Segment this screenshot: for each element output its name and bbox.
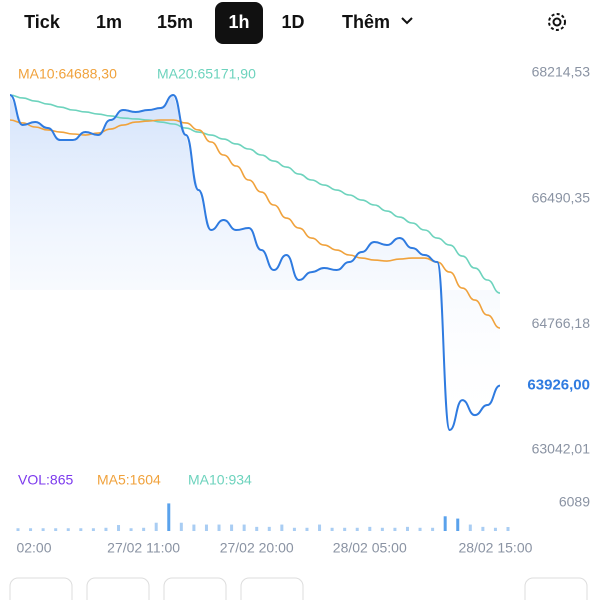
volume-bar [380,527,384,531]
volume-bar [318,524,322,531]
volume-bar [368,526,372,531]
volume-bar [418,527,422,531]
legend-entry: VOL:865 [18,472,73,488]
tool-button[interactable] [524,577,588,600]
volume-bar [230,524,234,531]
y-tick-label: 68214,53 [532,64,591,80]
volume-bar [343,527,347,531]
volume-bar [167,503,171,531]
y-tick-label: 66490,35 [532,189,591,205]
x-tick-label: 27/02 20:00 [220,540,294,556]
volume-bar [481,526,485,531]
tab[interactable]: 15m [157,12,193,32]
tab[interactable]: Tick [24,12,61,32]
tab[interactable]: 1h [228,12,249,32]
chevron-icon[interactable] [401,17,413,25]
tool-button[interactable] [240,577,304,600]
series-line [9,94,501,294]
x-tick-label: 02:00 [16,540,51,556]
volume-bar [192,524,196,531]
x-tick-label: 28/02 05:00 [333,540,407,556]
price-area [10,95,500,430]
volume-bar [267,526,271,531]
tab-bar: Tick 1m 15m 1h 1D Thêm [24,12,390,32]
legend-entry: MA10:64688,30 [18,66,117,82]
tool-button[interactable] [9,577,73,600]
volume-bar [41,528,45,531]
volume-bar [393,527,397,531]
selected-tab-bg [215,2,263,44]
volume-bar [29,528,33,531]
tab[interactable]: 1D [281,12,304,32]
volume-bar [330,527,334,531]
volume-bar [54,528,58,531]
legend-entry: MA10:934 [188,472,252,488]
volume-bar [117,525,121,531]
volume-bar [142,527,146,531]
volume-bar [456,518,460,531]
tool-button[interactable] [86,577,150,600]
series-line [9,93,501,432]
volume-bar [305,527,309,531]
volume-bar [154,522,158,531]
volume-bar [104,527,108,531]
y-tick-label: 63042,01 [532,441,591,457]
volume-bar [506,527,510,531]
legend-entry: MA5:1604 [97,472,161,488]
last-price-label: 63926,00 [527,377,590,394]
tab[interactable]: 1m [96,12,122,32]
tab[interactable]: Thêm [342,12,390,32]
volume-bar [493,527,497,531]
volume-bar [468,524,472,531]
settings-icon[interactable] [548,13,566,31]
volume-bar [431,527,435,531]
volume-bar [405,526,409,531]
volume-bar [91,528,95,531]
y-tick-label: 6089 [559,494,590,510]
tool-button[interactable] [163,577,227,600]
volume-bar [217,524,221,531]
price-chart: 68214,53 66490,35 64766,18 63042,01 MA10:646… [9,64,591,556]
x-tick-label: 28/02 15:00 [458,540,532,556]
volume-bar [280,524,284,531]
bottom-toolbar [9,577,588,600]
volume-bar [66,528,70,531]
legend-entry: MA20:65171,90 [157,66,256,82]
volume-bar [292,527,296,531]
volume-bar [355,527,359,531]
volume-bar [242,524,246,531]
volume-bar [179,522,183,531]
x-tick-label: 27/02 11:00 [107,540,180,556]
y-tick-label: 64766,18 [532,315,591,331]
volume-bar [79,528,83,531]
volume-bar [16,528,20,531]
volume-bar [443,516,447,531]
volume-bar [129,528,133,531]
volume-bar [255,526,259,531]
volume-bar [204,524,208,531]
